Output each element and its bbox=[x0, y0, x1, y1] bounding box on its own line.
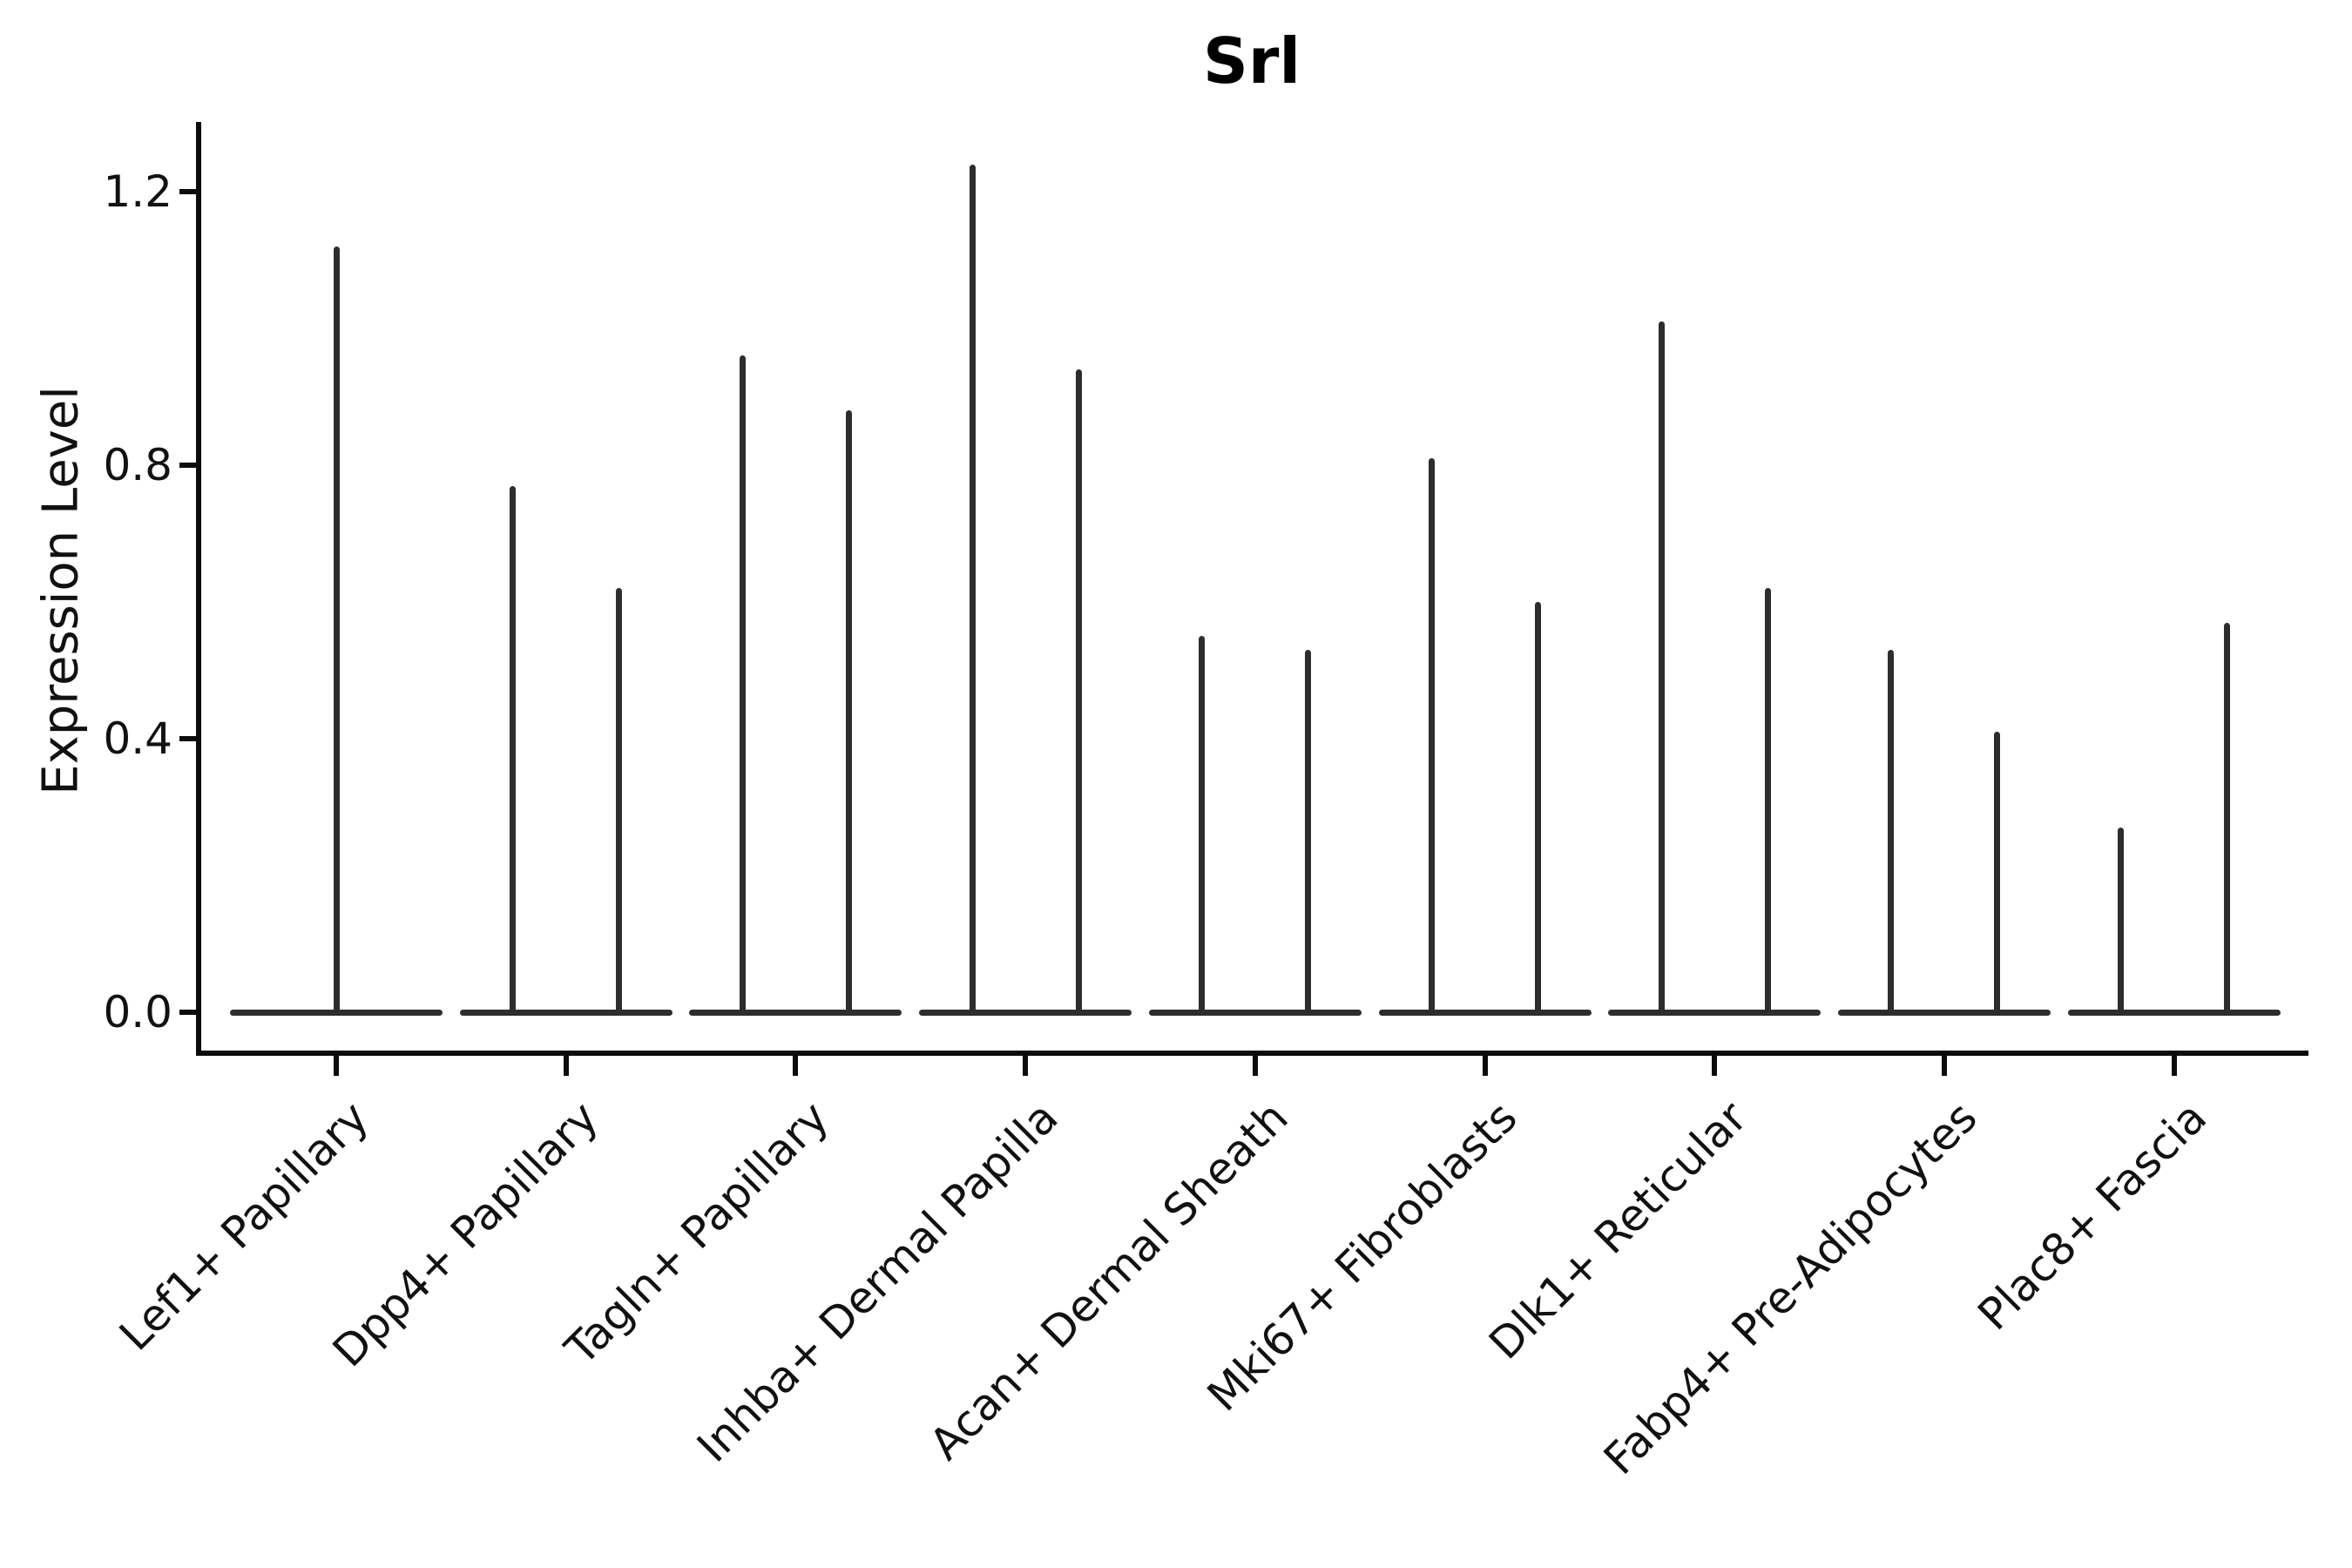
y-tick-mark bbox=[179, 189, 196, 194]
violin-spike bbox=[1199, 636, 1206, 1016]
x-tick-mark bbox=[334, 1056, 339, 1076]
violin-spike bbox=[1658, 321, 1665, 1016]
violin-spike bbox=[2118, 828, 2125, 1016]
violin-spike bbox=[1764, 588, 1771, 1016]
violin-base bbox=[1608, 1009, 1821, 1016]
y-tick-label: 0.4 bbox=[103, 713, 172, 764]
violin-base bbox=[459, 1009, 672, 1016]
y-tick-mark bbox=[179, 736, 196, 741]
x-tick-mark bbox=[2171, 1056, 2177, 1076]
y-tick-label: 0.8 bbox=[103, 440, 172, 490]
x-tick-mark bbox=[1941, 1056, 1947, 1076]
violin-base bbox=[919, 1009, 1132, 1016]
violin-base bbox=[1148, 1009, 1362, 1016]
violin-base bbox=[1378, 1009, 1592, 1016]
violin-spike bbox=[739, 355, 746, 1016]
x-tick-mark bbox=[1482, 1056, 1488, 1076]
violin-spike bbox=[1305, 649, 1312, 1016]
x-tick-label: Fabp4+ Pre-Adipocytes bbox=[1593, 1092, 1987, 1484]
violin-spike bbox=[333, 246, 340, 1016]
violin-spike bbox=[510, 485, 517, 1016]
violin-spike bbox=[616, 588, 623, 1016]
y-axis-spine bbox=[196, 122, 201, 1056]
violin-spike bbox=[1994, 732, 2001, 1016]
violin-spike bbox=[1429, 458, 1435, 1016]
x-tick-label: Lef1+ Papillary bbox=[110, 1092, 379, 1361]
violin-spike bbox=[1535, 602, 1541, 1016]
x-tick-mark bbox=[1023, 1056, 1029, 1076]
violin-spike bbox=[1075, 369, 1082, 1016]
y-tick-label: 1.2 bbox=[103, 166, 172, 217]
y-tick-mark bbox=[179, 1010, 196, 1015]
x-axis-spine bbox=[196, 1051, 2308, 1056]
violin-base bbox=[1837, 1009, 2051, 1016]
violin-spike bbox=[969, 164, 976, 1016]
x-tick-label: Plac8+ Fascia bbox=[1968, 1092, 2217, 1341]
chart-title: Srl bbox=[1202, 24, 1301, 98]
x-tick-mark bbox=[793, 1056, 799, 1076]
x-tick-mark bbox=[1712, 1056, 1718, 1076]
y-tick-label: 0.0 bbox=[103, 987, 172, 1037]
violin-base bbox=[2067, 1009, 2281, 1016]
x-tick-mark bbox=[563, 1056, 569, 1076]
violin-spike bbox=[845, 410, 852, 1016]
violin-base bbox=[689, 1009, 902, 1016]
y-tick-mark bbox=[179, 463, 196, 468]
violin-spike bbox=[1888, 649, 1895, 1016]
violin-spike bbox=[2224, 622, 2231, 1016]
x-tick-mark bbox=[1252, 1056, 1258, 1076]
